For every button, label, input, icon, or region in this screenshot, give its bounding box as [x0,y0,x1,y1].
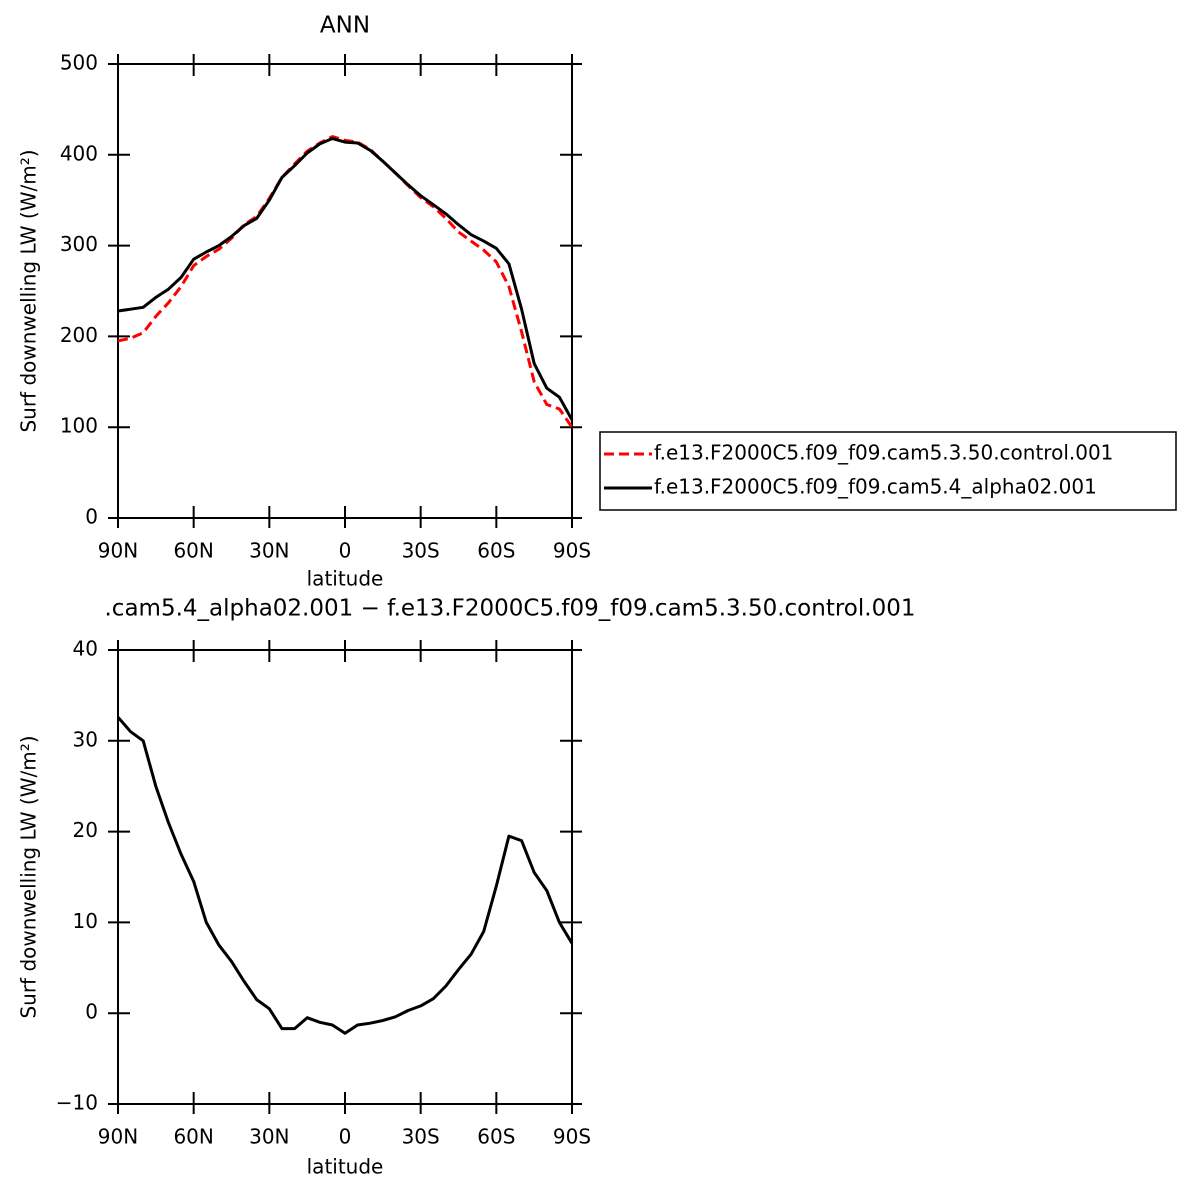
y-tick-label: 200 [60,323,98,347]
x-tick-label: 0 [339,539,352,563]
x-tick-label: 90S [553,1125,591,1149]
x-tick-label: 90N [98,539,138,563]
plot-frame [117,63,573,519]
y-axis-label: Surf downwelling LW (W/m²) [17,149,41,432]
x-axis-label: latitude [307,1155,384,1179]
data-line [117,137,574,421]
y-tick-label: 300 [60,232,98,256]
y-tick-label: 10 [73,909,98,933]
x-tick-label: 30S [402,1125,440,1149]
y-tick-label: 40 [73,637,98,661]
y-tick-label: 0 [85,1000,98,1024]
x-tick-label: 60N [173,1125,213,1149]
y-tick-label: −10 [56,1091,98,1115]
x-tick-label: 30S [402,539,440,563]
x-tick-label: 90S [553,539,591,563]
chart-title: .cam5.4_alpha02.001 − f.e13.F2000C5.f09_… [105,596,916,622]
x-tick-label: 60S [477,1125,515,1149]
y-axis-label: Surf downwelling LW (W/m²) [17,735,41,1018]
data-line [117,135,574,429]
chart-title: ANN [320,13,370,39]
y-tick-label: 30 [73,727,98,751]
y-tick-label: 400 [60,141,98,165]
x-tick-label: 90N [98,1125,138,1149]
y-tick-label: 20 [73,818,98,842]
plot-frame [117,649,573,1105]
legend-box [599,431,1177,511]
x-tick-label: 60N [173,539,213,563]
x-tick-label: 30N [249,539,289,563]
x-tick-label: 0 [339,1125,352,1149]
legend-label: f.e13.F2000C5.f09_f09.cam5.3.50.control.… [654,441,1113,465]
y-tick-label: 0 [85,505,98,529]
legend-label: f.e13.F2000C5.f09_f09.cam5.4_alpha02.001 [654,475,1097,499]
x-tick-label: 60S [477,539,515,563]
x-tick-label: 30N [249,1125,289,1149]
x-axis-label: latitude [307,567,384,591]
data-line [116,716,574,1035]
y-tick-label: 100 [60,414,98,438]
y-tick-label: 500 [60,51,98,75]
